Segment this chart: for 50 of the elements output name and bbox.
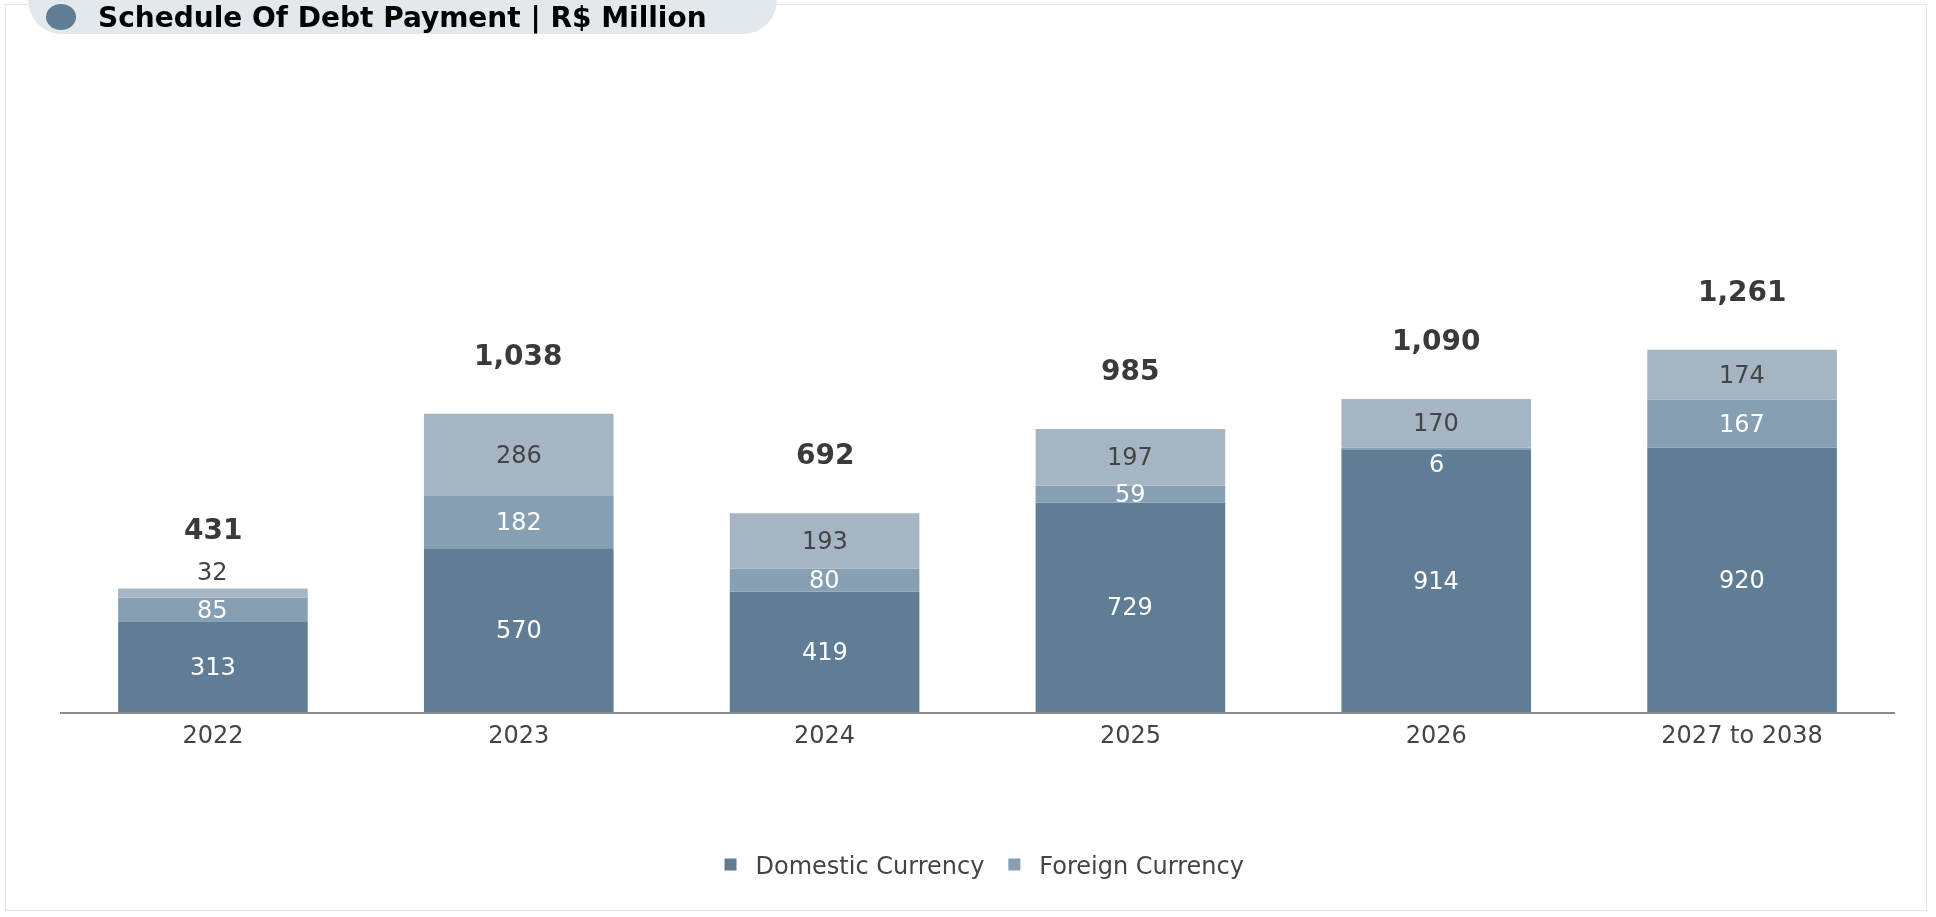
data-label: 313 bbox=[190, 653, 236, 681]
x-tick-label: 2024 bbox=[794, 720, 856, 749]
bar bbox=[729, 513, 920, 569]
data-label: 920 bbox=[1719, 566, 1765, 594]
bar bbox=[118, 597, 308, 623]
bar bbox=[1647, 447, 1837, 712]
total-label: 1,261 bbox=[1698, 275, 1787, 308]
x-tick-label: 2025 bbox=[1099, 720, 1161, 749]
data-label: 193 bbox=[802, 527, 848, 555]
total-label: 431 bbox=[184, 513, 243, 546]
total-label: 1,090 bbox=[1392, 324, 1481, 357]
data-label: 32 bbox=[197, 558, 228, 586]
bar bbox=[1035, 429, 1226, 486]
legend-label: Foreign Currency bbox=[1039, 851, 1244, 880]
x-tick-label: 2023 bbox=[488, 720, 550, 749]
data-label: 80 bbox=[809, 566, 840, 594]
data-label: 167 bbox=[1719, 410, 1765, 438]
data-label: 6 bbox=[1429, 450, 1445, 478]
legend-label: Domestic Currency bbox=[755, 851, 985, 880]
total-label: 985 bbox=[1101, 354, 1160, 387]
data-label: 174 bbox=[1719, 361, 1765, 389]
data-label: 419 bbox=[802, 638, 848, 666]
bar bbox=[1647, 349, 1837, 400]
x-tick-label: 2027 to 2038 bbox=[1661, 720, 1823, 749]
bar bbox=[118, 588, 308, 598]
data-label: 182 bbox=[496, 508, 542, 536]
bar bbox=[1647, 399, 1837, 448]
bar bbox=[1341, 449, 1532, 712]
data-label: 170 bbox=[1413, 409, 1459, 437]
total-label: 1,038 bbox=[474, 339, 563, 372]
bar bbox=[423, 548, 614, 712]
bar bbox=[423, 495, 614, 549]
data-label: 729 bbox=[1107, 593, 1153, 621]
bar bbox=[423, 413, 614, 496]
data-label: 85 bbox=[197, 596, 228, 624]
x-tick-label: 2026 bbox=[1405, 720, 1467, 749]
bar bbox=[1035, 502, 1226, 712]
data-label: 197 bbox=[1107, 443, 1153, 471]
bar bbox=[729, 568, 920, 592]
data-label: 570 bbox=[496, 616, 542, 644]
bar bbox=[1035, 485, 1226, 503]
bar bbox=[1341, 398, 1532, 448]
bar bbox=[118, 622, 308, 712]
x-tick-label: 2022 bbox=[182, 720, 244, 749]
chart-title: Schedule Of Debt Payment | R$ Million bbox=[98, 0, 707, 34]
data-label: 59 bbox=[1115, 480, 1146, 508]
data-label: 286 bbox=[496, 441, 542, 469]
bar bbox=[729, 591, 920, 712]
total-label: 692 bbox=[796, 438, 855, 471]
data-label: 914 bbox=[1413, 567, 1459, 595]
